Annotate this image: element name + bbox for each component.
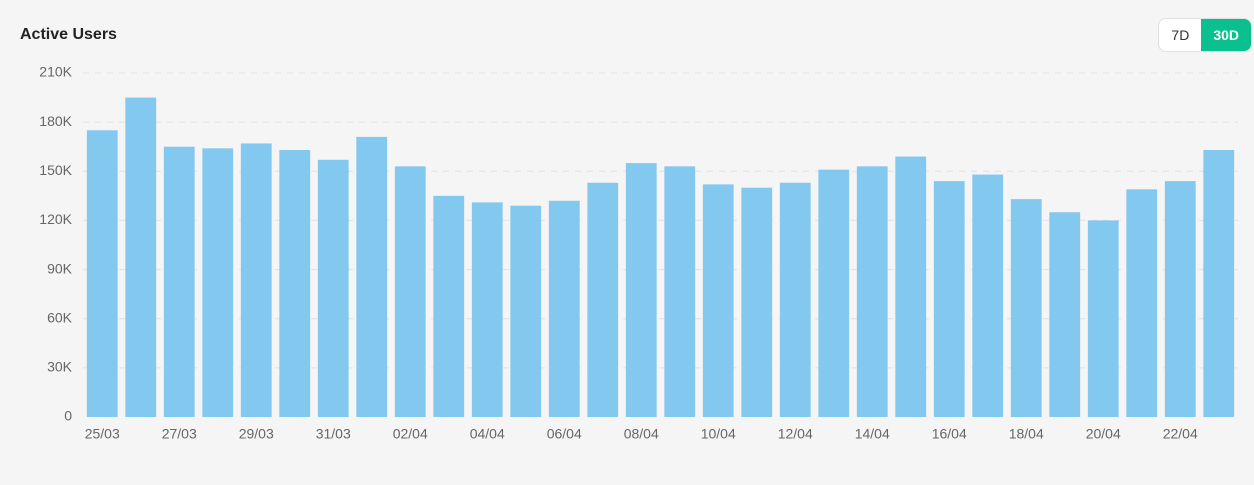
- bar: [86, 130, 118, 418]
- bar: [471, 202, 503, 417]
- x-tick-label: 10/04: [701, 426, 736, 442]
- x-tick-label: 14/04: [855, 426, 890, 442]
- bar: [1010, 199, 1042, 417]
- x-tick-label: 29/03: [239, 426, 274, 442]
- bar: [1203, 149, 1235, 417]
- bar: [1087, 220, 1119, 417]
- x-tick-label: 27/03: [162, 426, 197, 442]
- bar: [933, 181, 965, 417]
- range-button[interactable]: 7D: [1171, 27, 1190, 43]
- bar: [587, 182, 619, 417]
- x-tick-label: 22/04: [1163, 426, 1198, 442]
- bar: [818, 169, 850, 417]
- x-tick-label: 02/04: [393, 426, 428, 442]
- y-tick-label: 180K: [39, 113, 72, 129]
- range-button[interactable]: 30D: [1201, 19, 1251, 51]
- x-tick-label: 12/04: [778, 426, 813, 442]
- bar: [433, 195, 465, 417]
- y-tick-label: 150K: [39, 162, 72, 178]
- x-tick-label: 08/04: [624, 426, 659, 442]
- bar: [510, 205, 542, 417]
- bar: [1049, 212, 1081, 417]
- x-tick-label: 25/03: [85, 426, 120, 442]
- bar: [664, 166, 696, 417]
- bar: [1164, 181, 1196, 417]
- bar: [240, 143, 272, 417]
- bar: [125, 97, 157, 418]
- y-tick-label: 30K: [47, 359, 73, 375]
- bar: [317, 159, 349, 418]
- y-tick-label: 210K: [39, 64, 72, 80]
- y-tick-label: 60K: [47, 309, 73, 325]
- y-tick-label: 90K: [47, 260, 73, 276]
- x-tick-label: 16/04: [932, 426, 967, 442]
- bar: [895, 156, 927, 418]
- bar: [702, 184, 734, 417]
- x-tick-label: 18/04: [1009, 426, 1044, 442]
- y-tick-label: 0: [64, 408, 72, 424]
- x-tick-label: 31/03: [316, 426, 351, 442]
- bar: [202, 148, 234, 417]
- y-tick-label: 120K: [39, 211, 72, 227]
- bar: [779, 182, 811, 417]
- x-tick-label: 04/04: [470, 426, 505, 442]
- bar: [548, 200, 580, 417]
- bar: [394, 166, 426, 417]
- bar: [972, 174, 1004, 417]
- x-tick-label: 06/04: [547, 426, 582, 442]
- bar: [741, 187, 773, 417]
- bar: [279, 149, 311, 417]
- chart-title: Active Users: [20, 26, 117, 43]
- bar: [625, 163, 657, 417]
- range-toggle: 7D 30D: [1158, 18, 1252, 52]
- bar: [163, 146, 195, 417]
- bar: [1126, 189, 1158, 417]
- bar: [356, 136, 388, 417]
- bar: [856, 166, 888, 417]
- x-tick-label: 20/04: [1086, 426, 1121, 442]
